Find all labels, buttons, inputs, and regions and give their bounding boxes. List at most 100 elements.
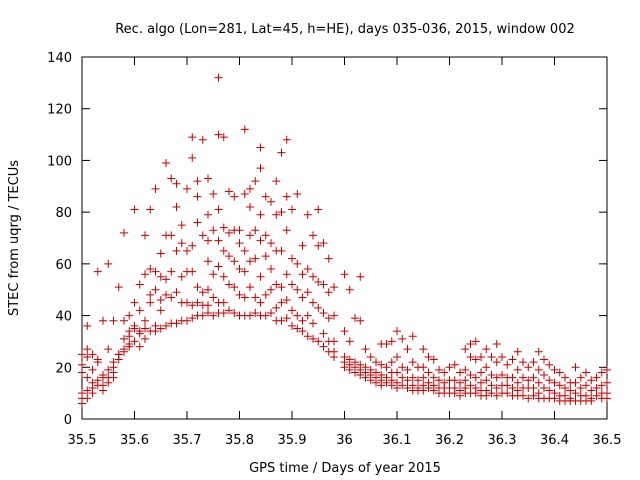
- data-point: [466, 381, 475, 390]
- data-point: [314, 241, 323, 250]
- x-tick-label: 35.6: [120, 433, 149, 448]
- data-point: [414, 376, 422, 385]
- data-point: [130, 324, 139, 333]
- data-point: [571, 378, 580, 387]
- data-point: [529, 373, 538, 382]
- data-point: [582, 381, 590, 390]
- data-point: [303, 210, 312, 219]
- x-tick-label: 36.5: [593, 433, 622, 448]
- data-point: [83, 321, 92, 330]
- data-point: [597, 368, 606, 377]
- data-point: [277, 283, 286, 292]
- data-point: [267, 197, 275, 206]
- data-point: [324, 288, 333, 297]
- data-point: [587, 396, 596, 405]
- x-tick-label: 36.1: [383, 433, 412, 448]
- data-point: [162, 275, 170, 284]
- data-point: [99, 316, 107, 325]
- data-point: [393, 383, 401, 392]
- data-point: [398, 363, 407, 372]
- data-point: [408, 373, 417, 382]
- data-point: [398, 334, 407, 343]
- data-point: [125, 311, 134, 320]
- data-point: [141, 316, 149, 325]
- x-tick-label: 35.8: [225, 433, 254, 448]
- data-point: [256, 298, 265, 307]
- data-point: [78, 360, 86, 369]
- data-point: [293, 259, 302, 268]
- data-point: [198, 231, 207, 240]
- x-tick-label: 35.7: [173, 433, 202, 448]
- data-point: [571, 363, 580, 372]
- data-point: [403, 383, 412, 392]
- data-point: [340, 270, 349, 279]
- data-point: [135, 329, 144, 338]
- data-point: [204, 236, 212, 245]
- data-point: [204, 257, 212, 266]
- data-point: [340, 363, 349, 372]
- data-point: [503, 389, 512, 398]
- data-point: [177, 221, 186, 230]
- data-point: [293, 285, 302, 294]
- y-tick-label: 40: [55, 310, 72, 325]
- data-point: [387, 337, 396, 346]
- data-point: [492, 340, 501, 349]
- data-point: [314, 277, 323, 286]
- data-point: [513, 365, 522, 374]
- x-tick-label: 36.2: [435, 433, 464, 448]
- data-point: [204, 210, 212, 219]
- data-point: [277, 316, 286, 325]
- data-point: [251, 254, 260, 263]
- data-point: [540, 383, 548, 392]
- data-point: [330, 352, 338, 361]
- data-point: [340, 327, 349, 336]
- data-point: [251, 308, 260, 317]
- data-point: [372, 358, 380, 367]
- data-point: [450, 389, 459, 398]
- data-point: [288, 280, 296, 289]
- data-point: [198, 311, 207, 320]
- data-point: [408, 358, 417, 367]
- data-point: [172, 246, 181, 255]
- data-point: [435, 376, 443, 385]
- data-point: [534, 365, 543, 374]
- data-point: [288, 205, 296, 214]
- data-point: [209, 190, 218, 199]
- data-point: [503, 360, 512, 369]
- data-point: [104, 378, 113, 387]
- data-point: [492, 358, 501, 367]
- data-point: [309, 231, 317, 240]
- data-point: [545, 386, 554, 395]
- y-tick-label: 140: [47, 51, 72, 66]
- data-point: [146, 298, 155, 307]
- data-point: [120, 228, 128, 237]
- data-point: [529, 358, 538, 367]
- data-point: [393, 352, 401, 361]
- data-point: [592, 373, 601, 382]
- data-point: [272, 303, 281, 312]
- data-point: [282, 296, 291, 305]
- data-point: [424, 383, 433, 392]
- data-point: [487, 381, 496, 390]
- data-point: [261, 252, 270, 261]
- data-point: [361, 345, 370, 354]
- data-point: [288, 321, 296, 330]
- data-point: [487, 389, 496, 398]
- data-point: [214, 205, 223, 214]
- data-point: [282, 226, 291, 235]
- data-point: [156, 306, 165, 315]
- data-point: [351, 314, 359, 323]
- data-point: [256, 272, 265, 281]
- data-point: [351, 368, 359, 377]
- data-point: [324, 314, 333, 323]
- data-point: [261, 290, 270, 299]
- data-point: [482, 363, 491, 372]
- data-point: [519, 373, 527, 382]
- data-point: [282, 314, 291, 323]
- data-point: [167, 231, 176, 240]
- x-tick-label: 35.9: [278, 433, 307, 448]
- data-point: [125, 332, 134, 341]
- data-point: [456, 378, 464, 387]
- data-point: [135, 306, 144, 315]
- data-point: [456, 391, 464, 400]
